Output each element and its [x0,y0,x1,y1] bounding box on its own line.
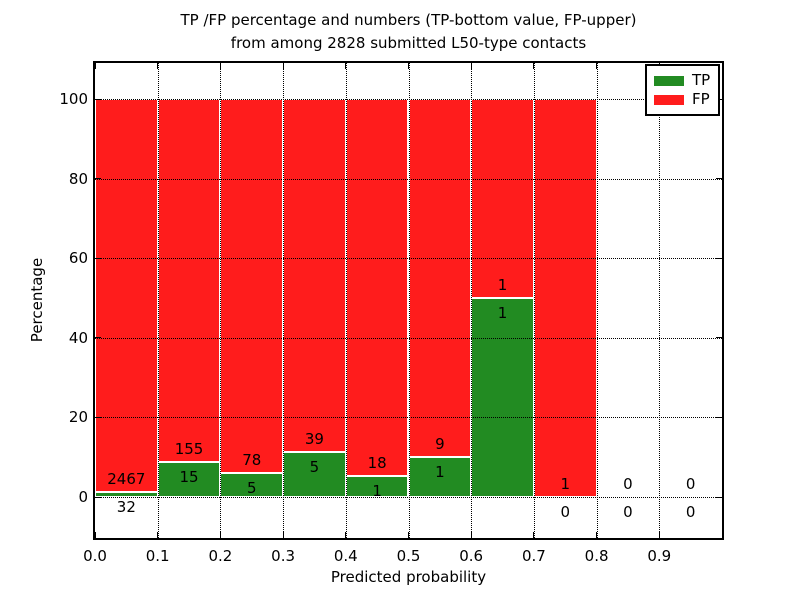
y-tick-mark [95,496,101,498]
x-tick-mark [596,532,598,538]
y-tick-mark [95,257,101,259]
fp-count-label: 1 [497,276,508,294]
legend: TP FP [645,64,721,116]
x-gridline [157,63,159,538]
fp-count-label: 78 [242,451,262,470]
x-tick-mark [219,63,221,69]
bar-tp-segment [471,298,534,497]
x-tick-mark [470,532,472,538]
bar-fp-segment [408,99,472,458]
x-gridline [220,63,222,538]
fp-count-label: 9 [435,435,445,454]
y-tick-label: 20 [68,408,88,427]
x-tick-mark [282,532,284,538]
bar-fp-segment [533,99,597,497]
tp-count-label: 1 [435,463,445,482]
fp-count-label: 18 [367,454,387,473]
x-tick-mark [658,532,660,538]
y-tick-label: 0 [78,488,88,506]
bar-fp-segment [345,99,409,477]
x-tick-mark [470,63,472,69]
y-tick-mark [95,337,101,339]
y-tick-label: 60 [68,249,88,268]
y-tick-label: 40 [68,328,88,347]
title-line-1: TP /FP percentage and numbers (TP-bottom… [180,11,637,29]
x-gridline [596,63,598,538]
x-tick-mark [345,532,347,538]
plot-area: 2467 32 155 15 78 5 39 5 18 1 9 1 1 1 1 0 0 0 0 0 [93,61,724,540]
x-tick-mark [408,532,409,538]
y-tick-mark [95,98,101,100]
x-tick-label: 0.3 [271,547,296,565]
fp-count-label: 1 [560,475,570,493]
x-gridline [408,63,410,538]
x-gridline [283,63,285,538]
x-tick-mark [157,532,159,538]
title-line-2: from among 2828 submitted L50-type conta… [230,34,587,52]
x-tick-label: 0.8 [584,547,609,565]
y-tick-label: 80 [68,169,88,188]
tp-count-label: 0 [685,503,696,521]
bar-tp-segment [95,491,158,497]
x-axis-label: Predicted probability [330,568,487,586]
y-tick-mark [716,257,722,259]
x-tick-label: 0.0 [83,547,107,565]
tp-count-label: 5 [309,457,320,476]
tp-legend-label: TP [692,71,711,89]
fp-count-label: 39 [304,429,324,448]
x-tick-mark [157,63,159,69]
y-tick-mark [95,416,101,418]
x-tick-mark [596,63,598,69]
tp-count-label: 32 [116,497,136,516]
fp-count-label: 2467 [107,469,146,488]
tp-count-label: 5 [246,479,257,498]
bar-tp-segment [157,461,221,497]
fp-count-label: 0 [623,475,633,493]
x-gridline [659,63,661,538]
tp-count-label: 0 [560,503,570,521]
x-tick-mark [219,532,221,538]
x-gridline [533,63,535,538]
x-gridline [471,63,473,538]
fp-legend-label: FP [692,90,710,108]
x-tick-mark [94,532,96,538]
x-tick-label: 0.1 [145,547,170,565]
tp-count-label: 15 [179,467,199,486]
bar-fp-segment [95,99,158,492]
legend-entry-tp: TP [654,71,710,90]
tp-count-label: 1 [497,304,508,322]
y-tick-mark [716,416,722,418]
fp-legend-swatch [654,94,684,105]
x-tick-label: 0.9 [647,547,672,565]
x-tick-label: 0.7 [521,547,546,565]
bar-fp-segment [283,99,346,452]
fp-count-label: 155 [174,439,204,458]
y-tick-mark [716,337,722,339]
bar-fp-segment [157,99,221,462]
x-tick-label: 0.2 [208,547,233,565]
y-tick-mark [716,496,722,498]
x-tick-mark [533,63,535,69]
x-tick-mark [408,63,409,69]
x-tick-label: 0.6 [459,547,484,565]
x-gridline [345,63,347,538]
x-tick-mark [533,532,535,538]
y-tick-mark [716,178,722,180]
x-tick-mark [345,63,347,69]
tp-count-label: 0 [623,503,633,521]
x-tick-mark [282,63,284,69]
x-tick-mark [94,63,96,69]
y-tick-label: 100 [59,90,88,108]
x-tick-label: 0.5 [396,547,421,565]
legend-entry-fp: FP [654,90,710,109]
y-tick-mark [95,178,101,180]
x-tick-label: 0.4 [333,547,358,565]
fp-count-label: 0 [685,475,696,493]
tp-count-label: 1 [372,482,382,501]
bar-fp-segment [471,99,534,298]
tp-legend-swatch [654,75,684,86]
chart-title: TP /FP percentage and numbers (TP-bottom… [93,9,724,55]
